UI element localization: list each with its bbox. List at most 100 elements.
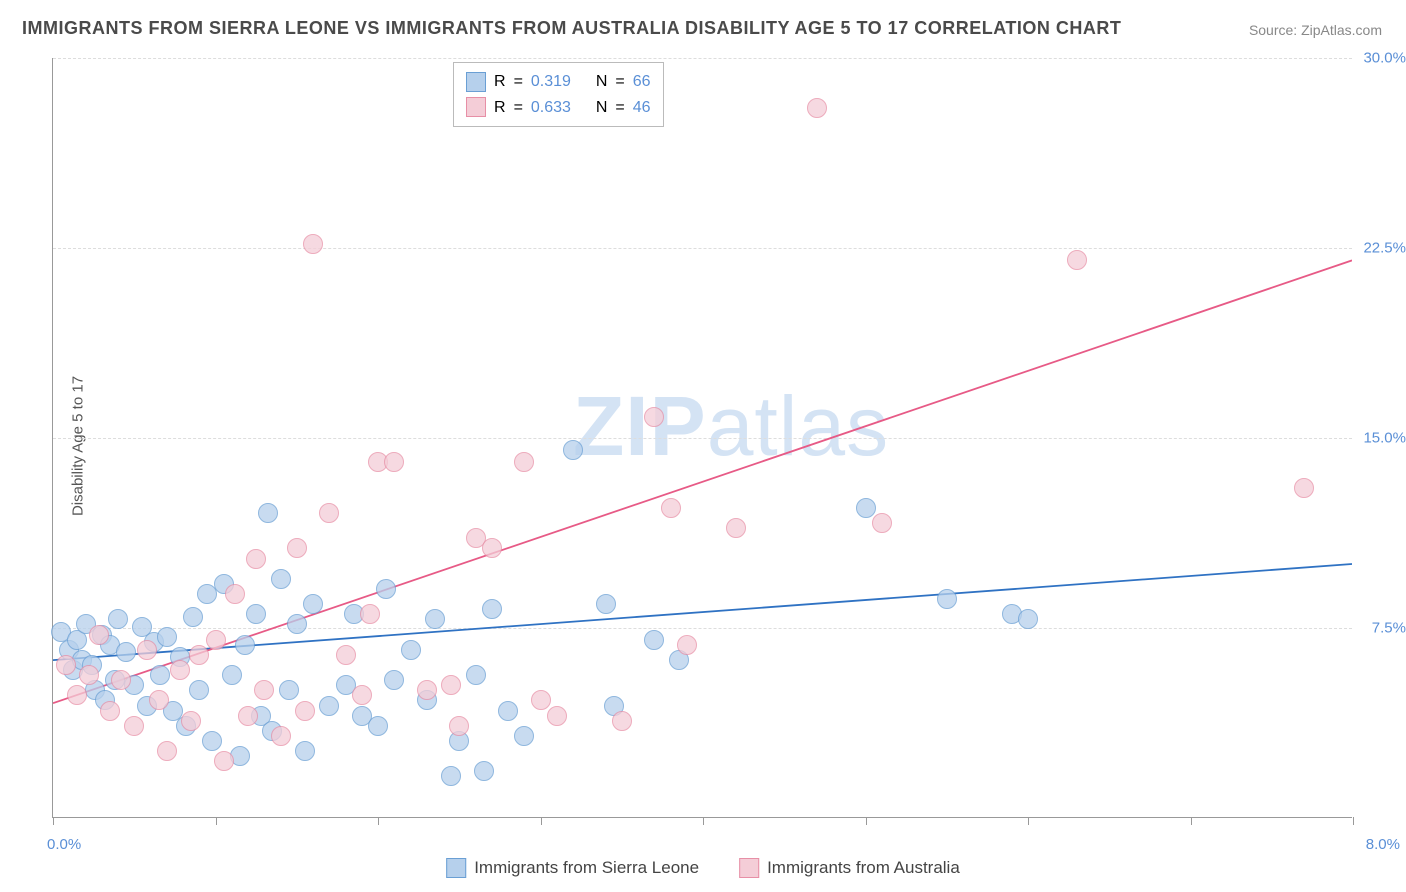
data-point [238, 706, 258, 726]
data-point [352, 685, 372, 705]
legend-label: Immigrants from Sierra Leone [474, 858, 699, 878]
x-tick [866, 817, 867, 825]
data-point [189, 645, 209, 665]
x-axis-max-label: 8.0% [1366, 836, 1400, 853]
data-point [376, 579, 396, 599]
source-attribution: Source: ZipAtlas.com [1249, 22, 1382, 38]
data-point [183, 607, 203, 627]
data-point [417, 680, 437, 700]
data-point [474, 761, 494, 781]
data-point [246, 604, 266, 624]
watermark: ZIPatlas [573, 378, 889, 475]
data-point [612, 711, 632, 731]
data-point [271, 569, 291, 589]
data-point [466, 665, 486, 685]
data-point [547, 706, 567, 726]
x-tick [53, 817, 54, 825]
data-point [677, 635, 697, 655]
legend-item: Immigrants from Australia [739, 858, 960, 878]
legend-label: Immigrants from Australia [767, 858, 960, 878]
data-point [157, 627, 177, 647]
data-point [149, 690, 169, 710]
chart-title: IMMIGRANTS FROM SIERRA LEONE VS IMMIGRAN… [22, 18, 1121, 39]
data-point [384, 670, 404, 690]
data-point [1294, 478, 1314, 498]
data-point [937, 589, 957, 609]
data-point [872, 513, 892, 533]
n-value: 66 [633, 69, 651, 95]
n-value: 46 [633, 95, 651, 121]
gridline [53, 628, 1352, 629]
gridline [53, 58, 1352, 59]
data-point [100, 701, 120, 721]
data-point [287, 614, 307, 634]
gridline [53, 438, 1352, 439]
data-point [401, 640, 421, 660]
x-tick [541, 817, 542, 825]
data-point [360, 604, 380, 624]
data-point [514, 452, 534, 472]
data-point [67, 685, 87, 705]
data-point [181, 711, 201, 731]
data-point [303, 234, 323, 254]
stats-legend: R = 0.319 N = 66 R = 0.633 N = 46 [453, 62, 664, 127]
watermark-thin: atlas [707, 379, 889, 473]
data-point [206, 630, 226, 650]
r-label: R [494, 69, 506, 95]
data-point [1018, 609, 1038, 629]
data-point [157, 741, 177, 761]
r-value: 0.633 [531, 95, 571, 121]
data-point [258, 503, 278, 523]
eq-label: = [514, 69, 523, 95]
x-tick [216, 817, 217, 825]
data-point [644, 407, 664, 427]
data-point [856, 498, 876, 518]
data-point [319, 503, 339, 523]
data-point [170, 660, 190, 680]
data-point [303, 594, 323, 614]
data-point [222, 665, 242, 685]
data-point [56, 655, 76, 675]
data-point [214, 751, 234, 771]
eq-label: = [615, 69, 624, 95]
data-point [384, 452, 404, 472]
data-point [596, 594, 616, 614]
y-tick-label: 7.5% [1372, 620, 1406, 637]
y-tick-label: 15.0% [1363, 430, 1406, 447]
n-label: N [596, 69, 608, 95]
data-point [425, 609, 445, 629]
data-point [108, 609, 128, 629]
data-point [449, 716, 469, 736]
y-tick-label: 22.5% [1363, 240, 1406, 257]
gridline [53, 248, 1352, 249]
data-point [644, 630, 664, 650]
data-point [482, 538, 502, 558]
swatch-icon [466, 72, 486, 92]
data-point [189, 680, 209, 700]
data-point [563, 440, 583, 460]
swatch-icon [446, 858, 466, 878]
data-point [498, 701, 518, 721]
x-tick [703, 817, 704, 825]
data-point [202, 731, 222, 751]
x-tick [1353, 817, 1354, 825]
n-label: N [596, 95, 608, 121]
data-point [807, 98, 827, 118]
stats-legend-row: R = 0.633 N = 46 [466, 95, 651, 121]
data-point [271, 726, 291, 746]
data-point [150, 665, 170, 685]
swatch-icon [739, 858, 759, 878]
source-prefix: Source: [1249, 22, 1301, 38]
eq-label: = [615, 95, 624, 121]
data-point [287, 538, 307, 558]
data-point [482, 599, 502, 619]
x-tick [378, 817, 379, 825]
r-value: 0.319 [531, 69, 571, 95]
data-point [246, 549, 266, 569]
watermark-bold: ZIP [573, 379, 707, 473]
data-point [1067, 250, 1087, 270]
stats-legend-row: R = 0.319 N = 66 [466, 69, 651, 95]
data-point [225, 584, 245, 604]
data-point [124, 716, 144, 736]
data-point [111, 670, 131, 690]
